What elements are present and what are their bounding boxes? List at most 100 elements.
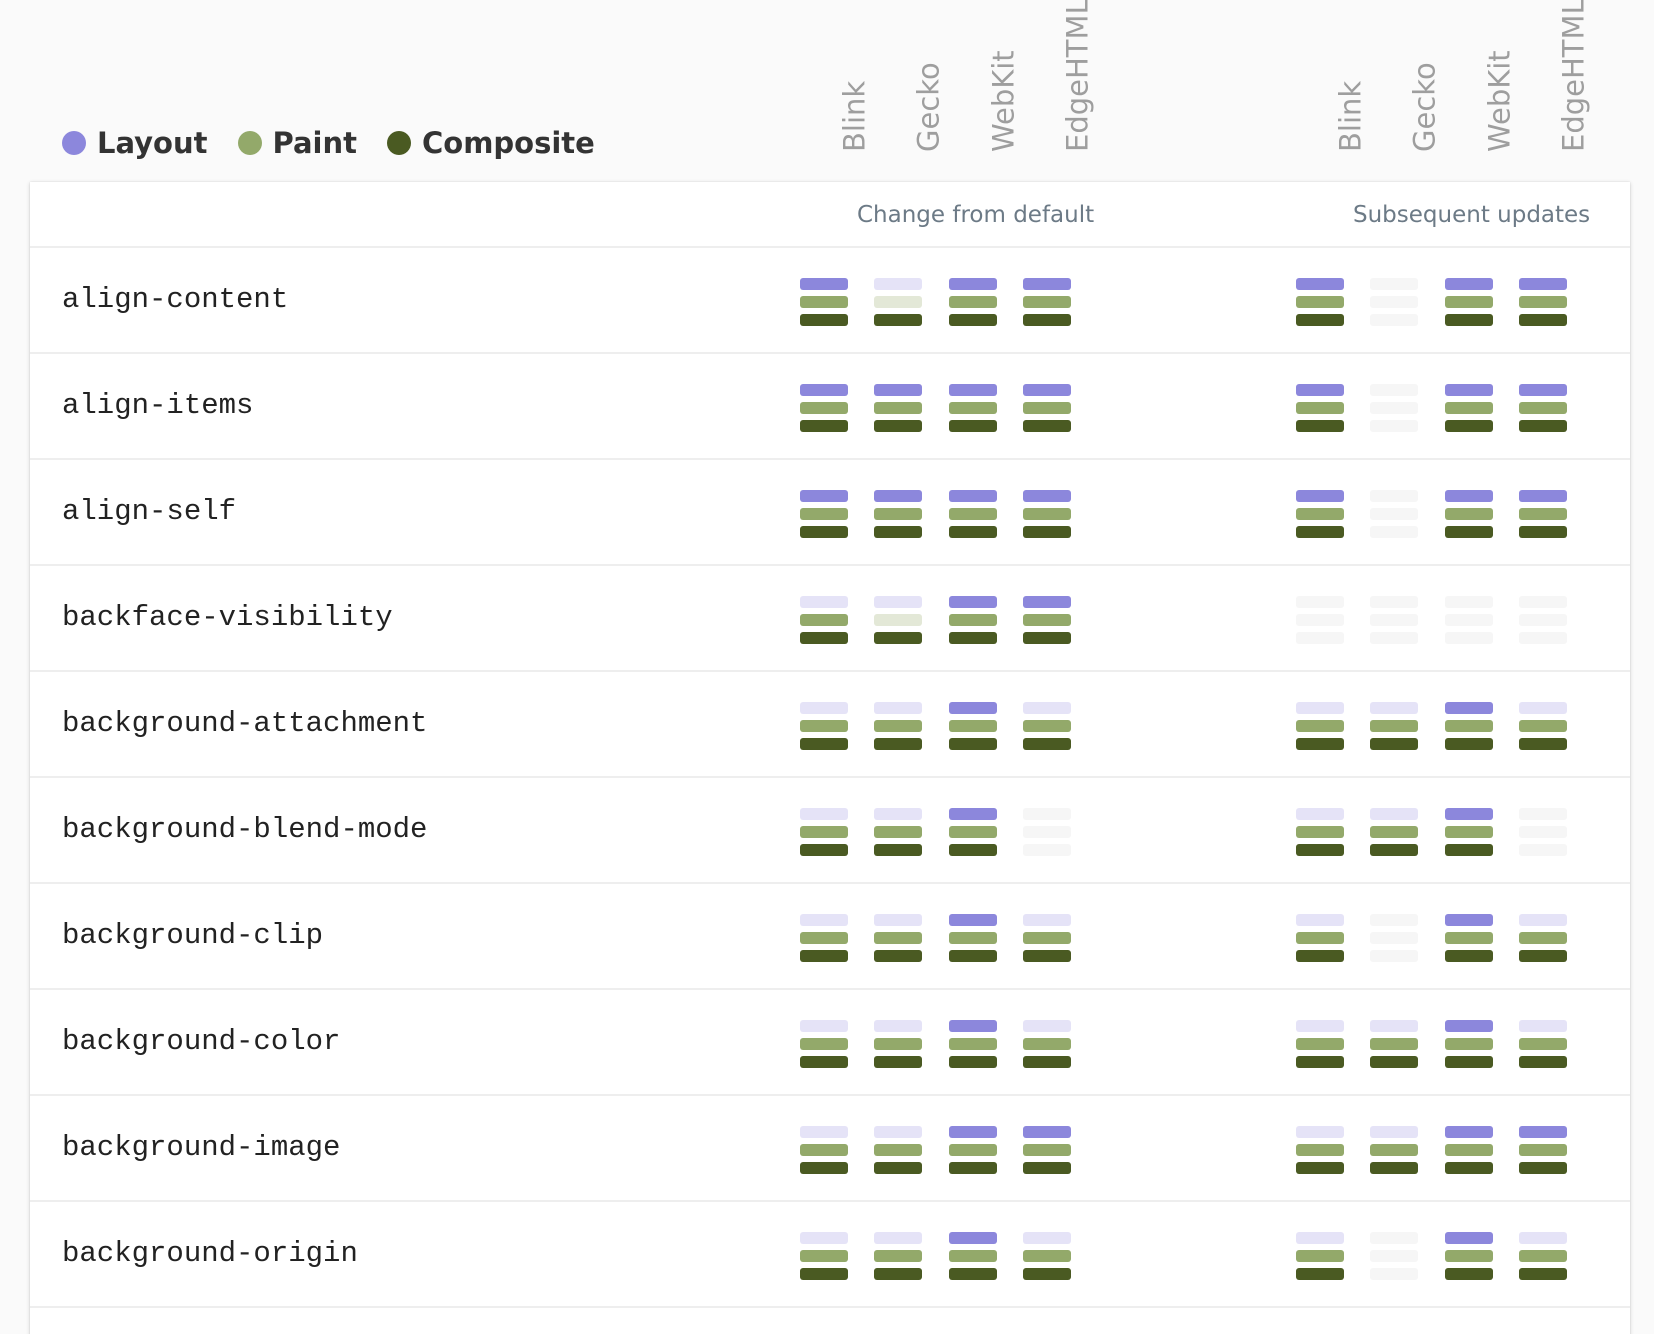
property-name[interactable]: background-color	[62, 1025, 341, 1058]
layout-bar	[1519, 914, 1567, 926]
trigger-cell-change-blink	[800, 702, 848, 750]
layout-bar	[1296, 596, 1344, 608]
paint-bar	[1370, 508, 1418, 520]
trigger-cell-updates-gecko	[1370, 1020, 1418, 1068]
legend-label-layout: Layout	[97, 126, 208, 160]
paint-bar	[1023, 720, 1071, 732]
table-row[interactable]: align-self	[30, 460, 1630, 566]
triggers-table: Change from default Subsequent updates a…	[30, 182, 1630, 1334]
property-name[interactable]: background-image	[62, 1131, 341, 1164]
property-name[interactable]: background-attachment	[62, 707, 428, 740]
layout-bar	[874, 1126, 922, 1138]
composite-bar	[949, 1268, 997, 1280]
layout-bar	[1370, 808, 1418, 820]
layout-dot-icon	[62, 131, 86, 155]
trigger-cell-updates-edgehtml	[1519, 1020, 1567, 1068]
composite-bar	[1023, 526, 1071, 538]
paint-bar	[800, 1144, 848, 1156]
layout-bar	[1370, 914, 1418, 926]
composite-bar	[1445, 1056, 1493, 1068]
paint-bar	[800, 614, 848, 626]
layout-bar	[800, 914, 848, 926]
table-row[interactable]: background-blend-mode	[30, 778, 1630, 884]
property-name[interactable]: backface-visibility	[62, 601, 393, 634]
composite-bar	[1296, 1056, 1344, 1068]
property-name[interactable]: align-items	[62, 389, 254, 422]
composite-bar	[874, 950, 922, 962]
composite-bar	[1370, 526, 1418, 538]
table-row[interactable]: background-clip	[30, 884, 1630, 990]
paint-bar	[800, 826, 848, 838]
paint-bar	[949, 1144, 997, 1156]
composite-bar	[1296, 1268, 1344, 1280]
paint-bar	[1445, 720, 1493, 732]
column-header-label: Gecko	[911, 62, 946, 152]
paint-bar	[1023, 508, 1071, 520]
table-row[interactable]: backface-visibility	[30, 566, 1630, 672]
table-row[interactable]: background-color	[30, 990, 1630, 1096]
paint-bar	[949, 614, 997, 626]
layout-bar	[1445, 702, 1493, 714]
property-name[interactable]: background-origin	[62, 1237, 358, 1270]
layout-bar	[1445, 596, 1493, 608]
column-header-label: WebKit	[986, 50, 1021, 152]
table-row[interactable]: background-origin	[30, 1202, 1630, 1308]
trigger-cell-change-webkit	[949, 808, 997, 856]
composite-bar	[1023, 632, 1071, 644]
paint-bar	[800, 296, 848, 308]
trigger-cell-change-edgehtml	[1023, 914, 1071, 962]
paint-bar	[1296, 1144, 1344, 1156]
trigger-cell-updates-blink	[1296, 914, 1344, 962]
paint-bar	[874, 1144, 922, 1156]
composite-bar	[800, 1162, 848, 1174]
composite-bar	[949, 1162, 997, 1174]
layout-bar	[1370, 1020, 1418, 1032]
paint-bar	[1296, 508, 1344, 520]
table-row[interactable]: align-items	[30, 354, 1630, 460]
column-header-label: Blink	[1333, 80, 1368, 152]
paint-bar	[874, 932, 922, 944]
paint-bar	[874, 402, 922, 414]
property-name[interactable]: align-self	[62, 495, 237, 528]
composite-bar	[1519, 1268, 1567, 1280]
composite-bar	[1445, 844, 1493, 856]
table-row[interactable]: background-attachment	[30, 672, 1630, 778]
trigger-cell-updates-gecko	[1370, 1232, 1418, 1280]
layout-bar	[949, 596, 997, 608]
legend-item-paint: Paint	[237, 126, 357, 160]
composite-bar	[1370, 950, 1418, 962]
layout-bar	[949, 702, 997, 714]
paint-bar	[874, 1250, 922, 1262]
paint-bar	[800, 1250, 848, 1262]
property-name[interactable]: background-clip	[62, 919, 324, 952]
table-row[interactable]: align-content	[30, 248, 1630, 354]
paint-bar	[949, 1250, 997, 1262]
paint-bar	[1370, 932, 1418, 944]
layout-bar	[800, 1126, 848, 1138]
layout-bar	[1296, 384, 1344, 396]
layout-bar	[1370, 278, 1418, 290]
trigger-cell-change-gecko	[874, 914, 922, 962]
layout-bar	[874, 596, 922, 608]
trigger-cell-change-gecko	[874, 1232, 922, 1280]
composite-bar	[1445, 526, 1493, 538]
composite-bar	[949, 526, 997, 538]
composite-bar	[949, 632, 997, 644]
layout-bar	[1519, 490, 1567, 502]
trigger-cell-change-webkit	[949, 1232, 997, 1280]
property-name[interactable]: background-blend-mode	[62, 813, 428, 846]
composite-bar	[1370, 1056, 1418, 1068]
paint-bar	[1445, 402, 1493, 414]
property-name[interactable]: align-content	[62, 283, 289, 316]
composite-bar	[1296, 526, 1344, 538]
composite-bar	[1519, 738, 1567, 750]
layout-bar	[1370, 1232, 1418, 1244]
table-row[interactable]: background-image	[30, 1096, 1630, 1202]
column-header-label: EdgeHTML	[1556, 0, 1591, 152]
layout-bar	[1445, 278, 1493, 290]
trigger-cell-updates-edgehtml	[1519, 278, 1567, 326]
composite-bar	[800, 314, 848, 326]
paint-bar	[1023, 826, 1071, 838]
composite-bar	[874, 1056, 922, 1068]
trigger-cell-updates-blink	[1296, 384, 1344, 432]
